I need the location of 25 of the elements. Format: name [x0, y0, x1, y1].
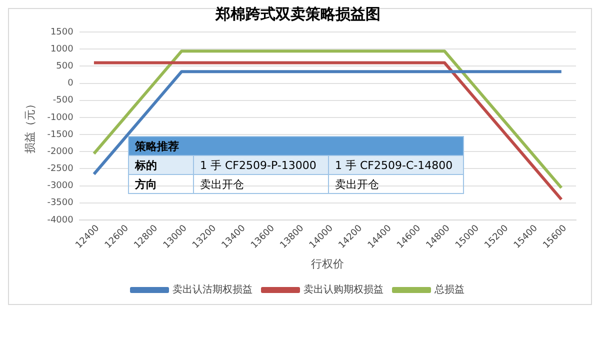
y-tick-label: -500	[52, 96, 74, 106]
y-tick-label: -2000	[47, 146, 74, 157]
annotation: 1 手 CF2509-P-13000	[194, 156, 328, 174]
y-tick-label: 1000	[50, 44, 74, 54]
annotation: 标的	[128, 156, 194, 174]
legend-label: 卖出认购期权损益	[304, 284, 384, 296]
y-axis-title: 损益（元）	[23, 98, 36, 154]
legend-label: 卖出认沽期权损益	[172, 284, 252, 296]
chart-title: 郑棉跨式双卖策略损益图	[214, 4, 380, 23]
y-tick-label: -1000	[47, 112, 74, 123]
y-tick-label: -3500	[47, 198, 74, 208]
y-tick-label: -2500	[47, 164, 74, 174]
legend-label: 总损益	[434, 284, 464, 296]
x-axis-title: 行权价	[311, 257, 344, 270]
annotation: 卖出开仓	[194, 174, 328, 194]
y-tick-label: 0	[68, 78, 74, 89]
annotation: 方向	[128, 174, 194, 194]
y-tick-label: -3000	[47, 181, 74, 192]
y-tick-label: 500	[56, 62, 74, 72]
y-tick-label: -1500	[47, 130, 74, 140]
annotation: 策略推荐	[128, 136, 464, 156]
y-tick-label: -4000	[47, 215, 74, 226]
annotation: 卖出开仓	[328, 174, 464, 194]
y-tick-label: 1500	[50, 27, 74, 38]
annotation: 1 手 CF2509-C-14800	[328, 156, 464, 174]
